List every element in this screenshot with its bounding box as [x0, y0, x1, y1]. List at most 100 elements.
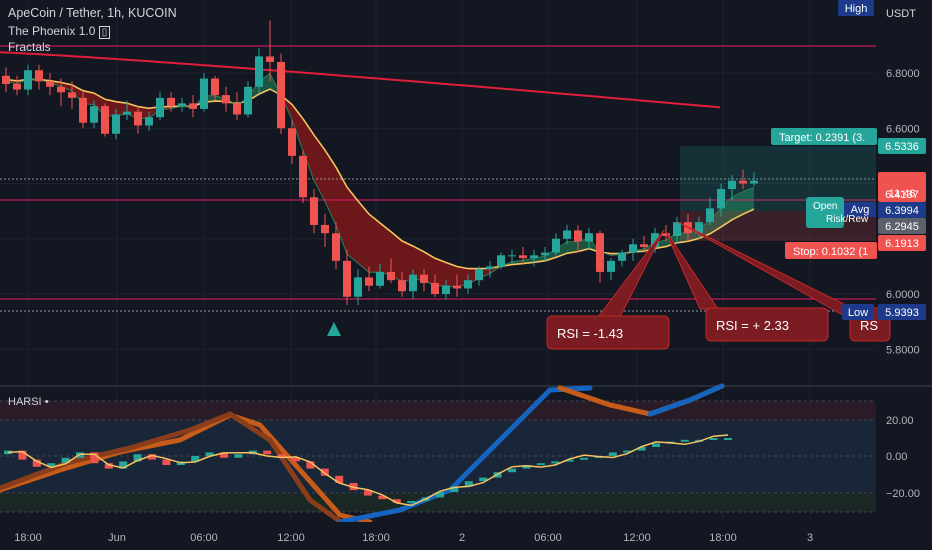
- time-tick: Jun: [108, 532, 126, 544]
- candle: [585, 227, 593, 250]
- candle-body: [695, 222, 703, 234]
- target-label-bg: [771, 128, 877, 145]
- harsi-bar: [508, 468, 516, 473]
- rsi-callout: RSI = + 2.33: [705, 307, 829, 342]
- target-price-tag-bg: [878, 138, 926, 154]
- rsi-annotations[interactable]: RSI = -1.43 RSI = + 2.33 RS: [546, 221, 891, 350]
- candle: [277, 53, 285, 134]
- candle: [343, 249, 351, 306]
- harsi-bar: [32, 459, 41, 467]
- candle: [211, 75, 219, 101]
- time-axis[interactable]: 18:00 Jun 06:00 12:00 18:00 2 06:00 12:00 18:00 3: [0, 522, 932, 550]
- symbol-title[interactable]: ApeCoin / Tether, 1h, KUCOIN: [8, 6, 177, 20]
- candle: [563, 224, 571, 245]
- candle: [68, 81, 76, 109]
- candle-body: [585, 233, 593, 242]
- candle-body: [750, 180, 758, 184]
- candle-body: [541, 252, 549, 256]
- dot-icon: •: [44, 396, 49, 408]
- harsi-ribbon-dark: [0, 411, 348, 528]
- time-tick: 12:00: [277, 532, 305, 544]
- open-price-tag-bg: [878, 218, 926, 234]
- high-tag: High: [838, 0, 874, 16]
- position-tool[interactable]: [680, 146, 876, 241]
- candle-body: [706, 208, 714, 223]
- avg-price-tag: 6.3994: [878, 202, 926, 218]
- harsi-bar: [162, 459, 171, 465]
- candle-body: [365, 277, 373, 286]
- harsi-bar: [709, 438, 718, 440]
- harsi-bar: [47, 463, 56, 467]
- long-ma-line: [0, 51, 721, 109]
- candle: [13, 75, 21, 96]
- harsi-label[interactable]: HARSI •: [8, 396, 49, 408]
- candle-body: [68, 92, 76, 98]
- low-tag: Low: [842, 304, 874, 320]
- countdown-text: 11:46: [889, 188, 916, 200]
- harsi-ob-zone: [0, 401, 876, 420]
- harsi-bar: [306, 461, 315, 469]
- cloud-segment: [743, 187, 754, 215]
- candle-body: [310, 197, 318, 225]
- harsi-rsi-line: [7, 434, 729, 507]
- harsi-bar: [234, 454, 243, 458]
- harsi-bar: [18, 450, 27, 460]
- candle-body: [244, 86, 252, 115]
- candle-body: [574, 230, 582, 242]
- low-tag-bg: [842, 304, 874, 320]
- harsi-os-zone: [0, 493, 876, 512]
- indicator-phoenix[interactable]: The Phoenix 1.0 ▯: [8, 24, 111, 39]
- cloud-segment: [303, 118, 314, 181]
- candle: [145, 111, 153, 132]
- candle: [288, 119, 296, 165]
- harsi-tick: 20.00: [886, 415, 914, 427]
- stop-label-bg: [785, 242, 877, 259]
- cloud-segment: [721, 197, 732, 227]
- time-axis-bg: [0, 522, 932, 550]
- currency-label: USDT: [886, 8, 916, 20]
- candle: [695, 216, 703, 239]
- open-label: Open Risk/Rew: [806, 197, 869, 228]
- candle-body: [431, 282, 439, 294]
- candle-body: [288, 128, 296, 156]
- harsi-bar: [464, 481, 473, 487]
- stop-price-tag: 6.1913: [878, 235, 926, 251]
- stop-price-tag-text: 6.1913: [885, 238, 919, 250]
- harsi-bar: [119, 461, 128, 469]
- candle: [46, 73, 54, 96]
- settings-icon[interactable]: ▯: [98, 26, 111, 39]
- harsi-bar: [623, 450, 632, 453]
- low-price-tag-text: 5.9393: [885, 307, 919, 319]
- harsi-bar: [349, 483, 358, 491]
- indicator-fractals[interactable]: Fractals: [8, 40, 51, 54]
- candle: [79, 92, 87, 129]
- rsi-callout-box: [705, 307, 829, 342]
- harsi-bar: [277, 454, 286, 458]
- current-price-tag: 6.4137: [878, 172, 926, 202]
- candle-body: [475, 269, 483, 281]
- candle-body: [354, 277, 362, 297]
- candle: [387, 258, 395, 283]
- harsi-bar: [680, 439, 689, 442]
- candle-body: [464, 280, 472, 289]
- candle: [332, 222, 340, 270]
- candle: [90, 100, 98, 129]
- time-tick: 3: [807, 532, 813, 544]
- target-price-tag-text: 6.5336: [885, 141, 919, 153]
- time-tick: 2: [459, 532, 465, 544]
- candle: [222, 86, 230, 112]
- candle-body: [222, 95, 230, 104]
- harsi-bar: [104, 463, 113, 469]
- candle-body: [24, 70, 32, 90]
- rsi-callout-text: RSI = + 2.33: [716, 318, 789, 333]
- candle-body: [189, 103, 197, 109]
- avg-tag-bg: [844, 202, 876, 217]
- harsi-bar: [652, 443, 660, 447]
- candle-body: [266, 56, 274, 62]
- candle: [255, 48, 263, 93]
- open-label-bg: [806, 197, 844, 228]
- candle-body: [233, 103, 241, 115]
- stop-label: Stop: 0.1032 (1: [785, 242, 877, 259]
- price-axis[interactable]: USDT 6.8000 6.6000 6.0000 5.8000 High 6.5336 6.…: [771, 0, 926, 500]
